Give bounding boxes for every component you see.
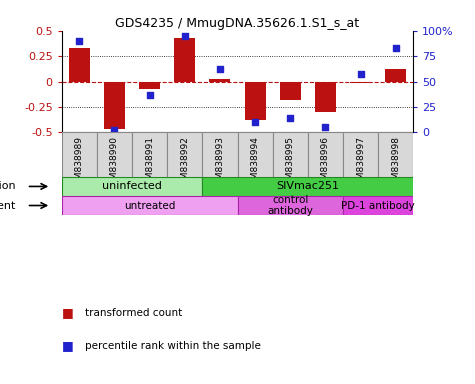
Text: GSM838994: GSM838994	[251, 136, 259, 191]
Bar	[385, 70, 406, 81]
Point	[322, 124, 329, 131]
Text: GSM838990: GSM838990	[110, 136, 119, 191]
Bar	[62, 132, 97, 177]
Bar	[245, 81, 266, 120]
Bar	[97, 132, 132, 177]
Text: control
antibody: control antibody	[267, 195, 313, 216]
Bar	[174, 38, 195, 81]
Point	[181, 33, 189, 39]
Bar	[209, 78, 230, 81]
Title: GDS4235 / MmugDNA.35626.1.S1_s_at: GDS4235 / MmugDNA.35626.1.S1_s_at	[115, 17, 360, 30]
Text: agent: agent	[0, 200, 16, 210]
Bar	[62, 177, 202, 195]
Point	[146, 92, 153, 98]
Bar	[202, 132, 238, 177]
Text: untreated: untreated	[124, 200, 175, 210]
Bar	[62, 196, 238, 215]
Bar	[104, 81, 125, 129]
Text: ■: ■	[62, 306, 74, 319]
Bar	[343, 196, 413, 215]
Text: GSM838989: GSM838989	[75, 136, 84, 191]
Bar	[350, 81, 371, 83]
Bar	[167, 132, 202, 177]
Bar	[202, 177, 413, 195]
Bar	[238, 196, 343, 215]
Point	[392, 45, 399, 51]
Text: percentile rank within the sample: percentile rank within the sample	[85, 341, 260, 351]
Point	[76, 38, 83, 44]
Bar	[238, 132, 273, 177]
Bar	[69, 48, 90, 81]
Text: uninfected: uninfected	[102, 181, 162, 192]
Text: SIVmac251: SIVmac251	[276, 181, 339, 192]
Text: GSM838991: GSM838991	[145, 136, 154, 191]
Bar	[315, 81, 336, 112]
Bar	[378, 132, 413, 177]
Point	[216, 66, 224, 73]
Text: PD-1 antibody: PD-1 antibody	[341, 200, 415, 210]
Point	[286, 115, 294, 121]
Bar	[273, 132, 308, 177]
Bar	[280, 81, 301, 100]
Text: GSM838997: GSM838997	[356, 136, 365, 191]
Text: GSM838998: GSM838998	[391, 136, 400, 191]
Point	[251, 119, 259, 125]
Bar	[139, 81, 160, 89]
Text: GSM838995: GSM838995	[286, 136, 294, 191]
Bar	[343, 132, 378, 177]
Point	[357, 71, 364, 78]
Bar	[132, 132, 167, 177]
Text: ■: ■	[62, 339, 74, 352]
Text: GSM838992: GSM838992	[180, 136, 189, 191]
Point	[111, 127, 118, 134]
Text: GSM838996: GSM838996	[321, 136, 330, 191]
Text: transformed count: transformed count	[85, 308, 182, 318]
Text: GSM838993: GSM838993	[216, 136, 224, 191]
Text: infection: infection	[0, 181, 16, 192]
Bar	[308, 132, 343, 177]
